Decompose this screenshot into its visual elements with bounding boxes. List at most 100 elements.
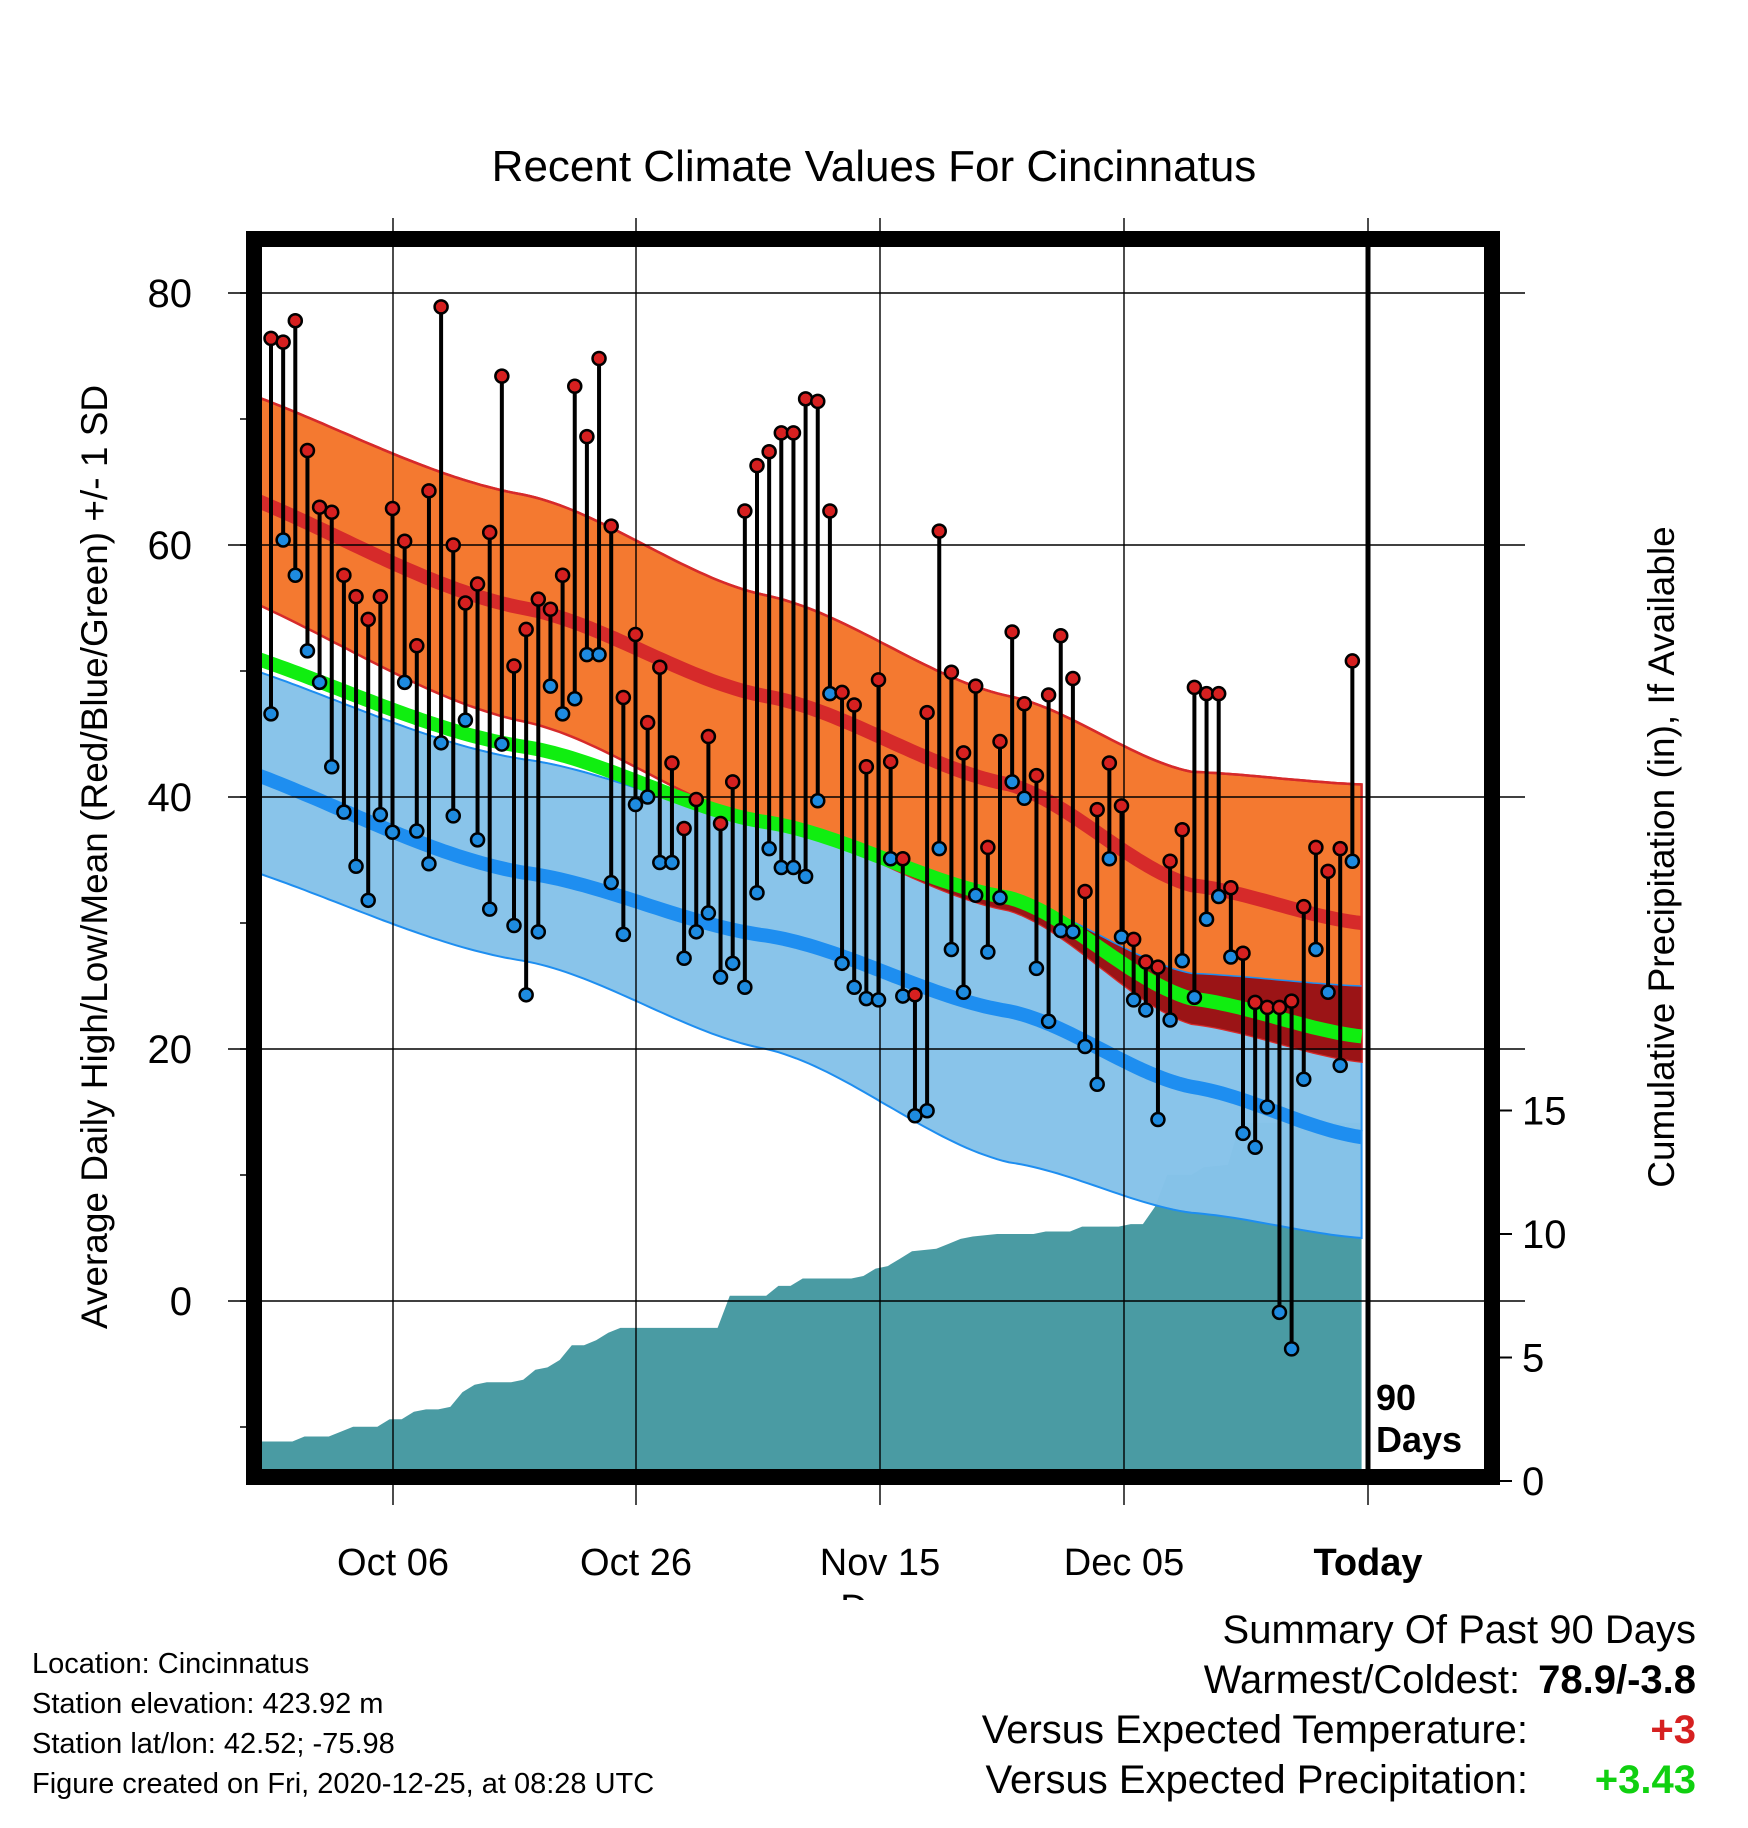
low-point [542,678,559,694]
high-point [688,791,704,808]
low-point [530,924,547,940]
high-point [919,704,935,721]
low-point [457,712,474,728]
low-point [1320,984,1336,1001]
high-point [1308,839,1324,856]
created-text: Figure created on Fri, 2020-12-25, at 08… [32,1768,655,1800]
location-text: Location: Cincinnatus [32,1648,310,1680]
high-point [785,425,802,441]
data-marks [263,299,1361,1357]
low-point [980,944,996,960]
low-point [992,890,1008,906]
high-point [421,483,437,499]
high-point [846,697,862,713]
high-point [1174,822,1190,838]
low-point [688,924,704,940]
low-point [627,796,644,813]
high-point [481,524,498,541]
low-point [1125,992,1142,1008]
plot-frame: 90 Days [246,231,1500,1485]
high-point [469,576,486,592]
low-point [1101,850,1118,867]
high-point [275,334,291,350]
high-point [1101,755,1118,771]
high-point [1150,959,1166,975]
low-point [870,992,887,1008]
elevation-text: Station elevation: 423.92 m [32,1688,384,1720]
warmest-coldest-row: Warmest/Coldest: 78.9/-3.8 [982,1655,1696,1705]
low-point [1077,1038,1093,1055]
high-point [1186,679,1203,696]
high-point [409,638,425,654]
climate-chart: Recent Climate Values For Cincinnatus 90… [74,142,1682,1600]
precip-vs-expected-label: Versus Expected Precipitation: [985,1758,1528,1802]
low-point [1028,960,1045,977]
high-sd-upper-line [262,397,1362,786]
plot-border [246,231,1500,1485]
high-point [882,753,899,770]
high-point [931,523,947,539]
low-point [494,736,510,752]
low-point [1271,1304,1288,1321]
low-point [1296,1071,1312,1087]
y-tick-label: 20 [148,1028,193,1072]
x-tick-label: Nov 15 [820,1542,940,1584]
high-point [1210,685,1227,702]
temp-vs-expected-label: Versus Expected Temperature: [981,1708,1528,1752]
high-point [1065,670,1081,687]
high-point [676,820,692,837]
low-point [1283,1341,1300,1357]
high-point [955,745,972,761]
low-point [299,643,316,659]
x-axis-label: Day [840,1588,908,1600]
x-tick-label: Oct 26 [580,1542,692,1584]
today-marker-line: 90 [1376,1377,1416,1418]
low-point [481,901,498,917]
low-point [724,955,741,972]
low-point [810,793,826,809]
y-tick-label: 60 [148,524,193,568]
y2-axis-label: Cumulative Precipitation (in), If Availa… [1641,526,1682,1188]
low-point [761,840,777,857]
high-point [907,987,923,1003]
high-point [1016,696,1033,712]
low-point [603,874,619,891]
high-point [360,611,376,628]
low-point [676,950,692,967]
low-point [1259,1099,1276,1115]
high-point [591,350,607,367]
y-tick-label: 40 [148,776,193,820]
low-point [567,690,583,707]
low-point [591,646,607,663]
high-point [712,815,729,832]
low-point [287,567,304,583]
high-point [603,518,619,534]
high-point [1344,653,1361,669]
high-point [810,393,826,410]
high-point [348,588,364,605]
low-point [1150,1111,1166,1128]
y-tick-label: 0 [170,1280,192,1324]
low-point [797,868,814,885]
high-point [384,500,401,517]
low-point [1332,1057,1348,1074]
temp-vs-expected-row: Versus Expected Temperature: +3 [982,1705,1696,1755]
precip-vs-expected-row: Versus Expected Precipitation: +3.43 [982,1755,1696,1805]
low-point [1162,1012,1178,1028]
low-point [785,859,802,876]
temp-vs-expected-value: +3 [1650,1708,1696,1752]
low-point [1186,989,1203,1006]
high-point [530,591,547,607]
low-point [409,823,425,839]
high-point [445,537,461,553]
today-marker-label: 90 Days [1376,1377,1462,1460]
today-marker-line: Days [1376,1419,1462,1460]
high-point [336,567,352,583]
low-point [396,674,413,691]
high-point [834,684,850,701]
low-point [311,674,328,691]
warmest-coldest-label: Warmest/Coldest: [1203,1658,1521,1702]
normal-high-line [262,494,1363,930]
low-point [1174,953,1190,969]
high-point [1271,999,1288,1016]
